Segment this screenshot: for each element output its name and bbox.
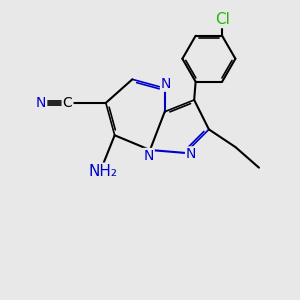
Text: Cl: Cl xyxy=(215,12,230,27)
Text: C: C xyxy=(63,96,72,110)
Text: N: N xyxy=(161,77,171,91)
Text: NH₂: NH₂ xyxy=(88,164,117,179)
Text: N: N xyxy=(186,147,196,161)
Text: N: N xyxy=(143,149,154,163)
Text: N: N xyxy=(36,96,46,110)
